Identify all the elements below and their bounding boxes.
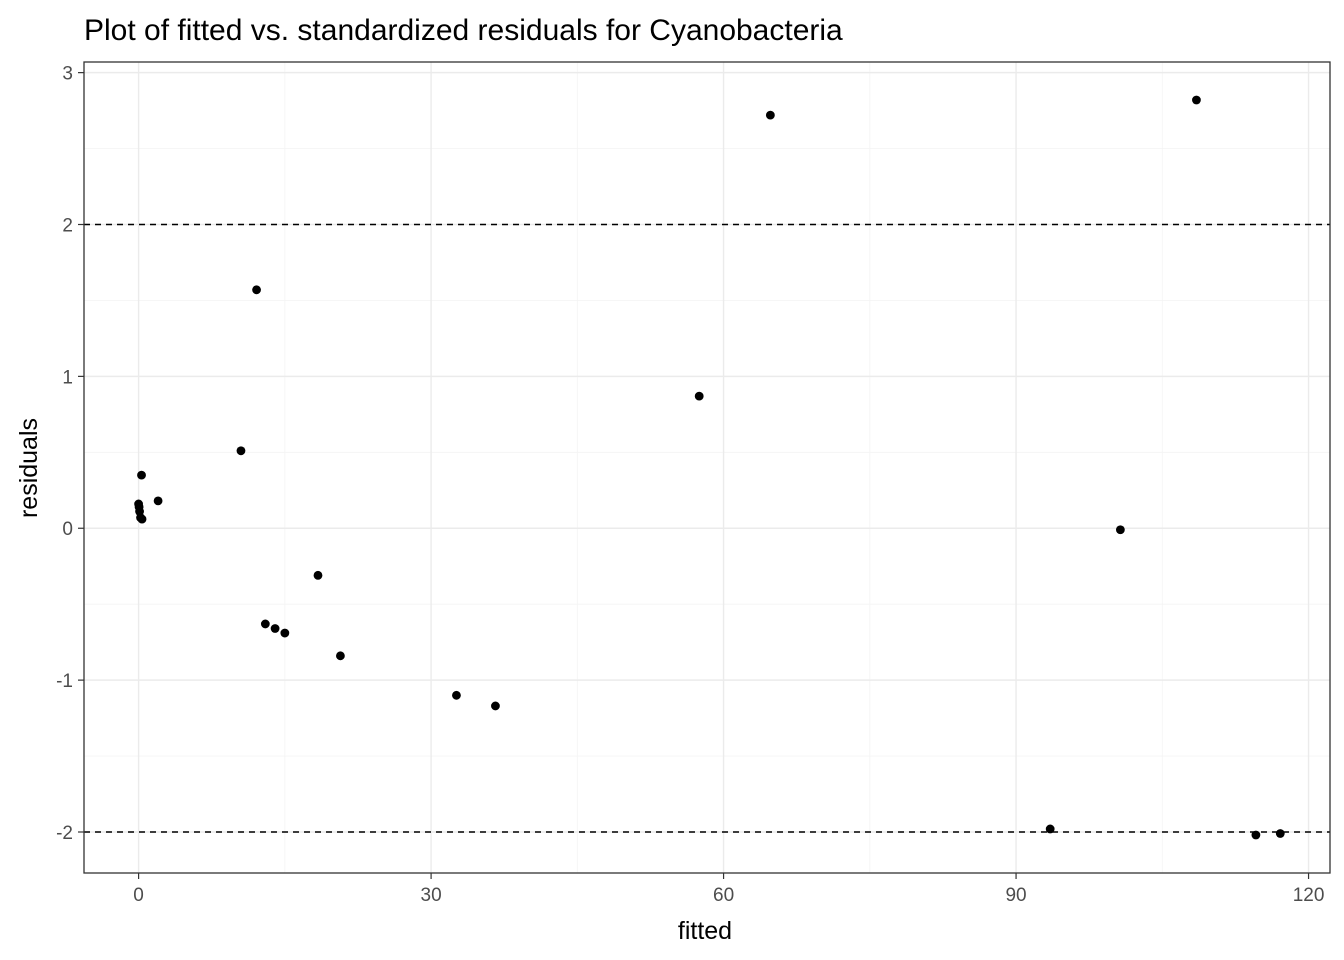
x-axis-title: fitted xyxy=(678,917,732,945)
x-tick-label: 120 xyxy=(1293,885,1325,906)
data-point xyxy=(694,391,704,401)
x-tick-label: 0 xyxy=(133,885,144,906)
y-tick-label: 0 xyxy=(62,519,73,540)
y-tick-label: 2 xyxy=(62,216,73,237)
data-point xyxy=(1275,829,1285,838)
data-point xyxy=(1192,95,1201,105)
data-point xyxy=(270,624,280,633)
y-axis-ticks: -2 -1 0 1 2 3 xyxy=(56,64,84,844)
data-point xyxy=(252,285,261,295)
data-point xyxy=(260,619,270,629)
data-point xyxy=(452,690,461,700)
data-point xyxy=(765,110,775,120)
data-point xyxy=(313,570,323,580)
data-point xyxy=(1115,525,1125,535)
y-tick-label: 1 xyxy=(62,367,73,388)
y-tick-label: -2 xyxy=(56,823,73,844)
data-point xyxy=(236,446,246,456)
chart-title: Plot of fitted vs. standardized residual… xyxy=(84,14,843,47)
x-tick-label: 30 xyxy=(421,885,442,906)
data-point xyxy=(153,496,163,506)
data-point xyxy=(137,470,146,480)
reference-lines xyxy=(84,223,1330,833)
data-point xyxy=(137,514,147,524)
data-point xyxy=(1045,824,1055,834)
y-tick-label: 3 xyxy=(62,64,73,85)
data-point xyxy=(336,651,345,661)
x-axis-ticks: 0 30 60 90 120 xyxy=(133,873,1324,906)
data-point xyxy=(1251,830,1261,840)
x-tick-label: 60 xyxy=(713,885,734,906)
data-points xyxy=(134,95,1285,840)
data-point xyxy=(491,701,500,711)
grid xyxy=(84,62,1330,873)
x-tick-label: 90 xyxy=(1005,885,1026,906)
y-tick-label: -1 xyxy=(56,671,73,692)
plot-panel-border xyxy=(83,61,1331,874)
data-point xyxy=(280,628,290,638)
y-axis-title: residuals xyxy=(15,418,43,518)
